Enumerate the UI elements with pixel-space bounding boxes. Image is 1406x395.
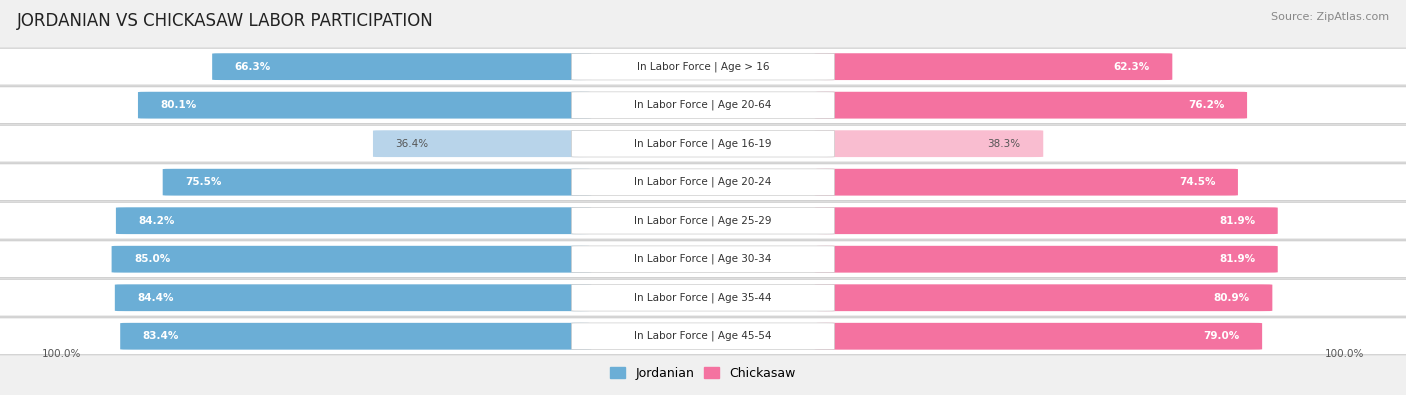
Text: 80.9%: 80.9% [1213, 293, 1250, 303]
Text: 85.0%: 85.0% [134, 254, 170, 264]
FancyBboxPatch shape [815, 92, 1247, 118]
Text: 80.1%: 80.1% [160, 100, 197, 110]
FancyBboxPatch shape [571, 130, 834, 157]
FancyBboxPatch shape [815, 53, 1173, 80]
FancyBboxPatch shape [0, 87, 1406, 124]
Text: JORDANIAN VS CHICKASAW LABOR PARTICIPATION: JORDANIAN VS CHICKASAW LABOR PARTICIPATI… [17, 12, 433, 30]
FancyBboxPatch shape [373, 130, 591, 157]
Text: In Labor Force | Age 25-29: In Labor Force | Age 25-29 [634, 215, 772, 226]
Text: In Labor Force | Age 20-64: In Labor Force | Age 20-64 [634, 100, 772, 111]
FancyBboxPatch shape [815, 284, 1272, 311]
Text: 62.3%: 62.3% [1114, 62, 1150, 71]
Text: 74.5%: 74.5% [1180, 177, 1215, 187]
FancyBboxPatch shape [571, 207, 834, 234]
Text: 84.2%: 84.2% [138, 216, 174, 226]
FancyBboxPatch shape [111, 246, 591, 273]
FancyBboxPatch shape [0, 202, 1406, 239]
Text: 81.9%: 81.9% [1219, 254, 1256, 264]
Legend: Jordanian, Chickasaw: Jordanian, Chickasaw [606, 362, 800, 385]
Text: 100.0%: 100.0% [42, 348, 82, 359]
FancyBboxPatch shape [115, 284, 591, 311]
FancyBboxPatch shape [571, 323, 834, 350]
Text: In Labor Force | Age 20-24: In Labor Force | Age 20-24 [634, 177, 772, 188]
FancyBboxPatch shape [0, 48, 1406, 85]
FancyBboxPatch shape [0, 279, 1406, 316]
Text: 81.9%: 81.9% [1219, 216, 1256, 226]
FancyBboxPatch shape [571, 92, 834, 118]
FancyBboxPatch shape [571, 246, 834, 273]
Text: 75.5%: 75.5% [186, 177, 222, 187]
Text: In Labor Force | Age 16-19: In Labor Force | Age 16-19 [634, 138, 772, 149]
FancyBboxPatch shape [0, 125, 1406, 162]
Text: 83.4%: 83.4% [142, 331, 179, 341]
Text: 84.4%: 84.4% [138, 293, 174, 303]
FancyBboxPatch shape [120, 323, 591, 350]
Text: 79.0%: 79.0% [1204, 331, 1240, 341]
FancyBboxPatch shape [138, 92, 591, 118]
Text: 66.3%: 66.3% [235, 62, 271, 71]
Text: In Labor Force | Age 35-44: In Labor Force | Age 35-44 [634, 292, 772, 303]
FancyBboxPatch shape [571, 169, 834, 196]
FancyBboxPatch shape [571, 53, 834, 80]
FancyBboxPatch shape [815, 246, 1278, 273]
FancyBboxPatch shape [815, 169, 1237, 196]
FancyBboxPatch shape [0, 241, 1406, 278]
Text: 100.0%: 100.0% [1324, 348, 1364, 359]
Text: In Labor Force | Age > 16: In Labor Force | Age > 16 [637, 61, 769, 72]
FancyBboxPatch shape [0, 164, 1406, 201]
FancyBboxPatch shape [815, 323, 1263, 350]
Text: 38.3%: 38.3% [987, 139, 1021, 149]
Text: 76.2%: 76.2% [1188, 100, 1225, 110]
FancyBboxPatch shape [212, 53, 591, 80]
FancyBboxPatch shape [115, 207, 591, 234]
Text: In Labor Force | Age 45-54: In Labor Force | Age 45-54 [634, 331, 772, 342]
FancyBboxPatch shape [163, 169, 591, 196]
Text: Source: ZipAtlas.com: Source: ZipAtlas.com [1271, 12, 1389, 22]
FancyBboxPatch shape [571, 284, 834, 311]
Text: In Labor Force | Age 30-34: In Labor Force | Age 30-34 [634, 254, 772, 265]
FancyBboxPatch shape [0, 318, 1406, 355]
FancyBboxPatch shape [815, 207, 1278, 234]
FancyBboxPatch shape [815, 130, 1043, 157]
Text: 36.4%: 36.4% [395, 139, 429, 149]
